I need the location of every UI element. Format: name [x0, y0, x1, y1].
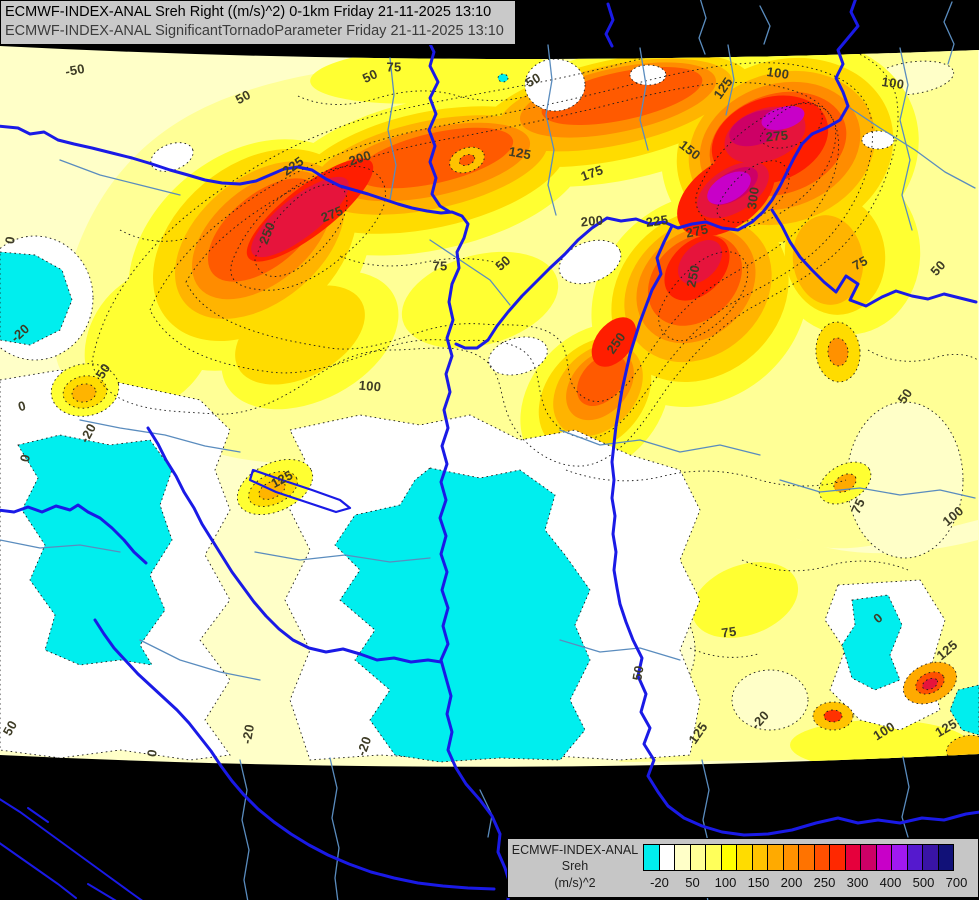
river-drava — [146, 426, 443, 664]
colorbar-tick-label: 150 — [747, 875, 770, 890]
colorbar-cell — [689, 844, 706, 871]
colorbar-cell — [751, 844, 768, 871]
colorbar-tick-label: -20 — [650, 875, 669, 890]
colorbar-tick-label: 700 — [945, 875, 968, 890]
colorbar-cell — [891, 844, 908, 871]
river-sava — [93, 618, 496, 891]
colorbar-cell — [844, 844, 861, 871]
colorbar-cell — [937, 844, 954, 871]
colorbar-cell — [875, 844, 892, 871]
colorbar-cell — [922, 844, 939, 871]
colorbar-cell — [906, 844, 923, 871]
colorbar-cell — [860, 844, 877, 871]
colorbar-cell — [767, 844, 784, 871]
colorbar-cell — [658, 844, 675, 871]
legend-title-line2: Sreh — [561, 859, 589, 874]
river-danube — [0, 124, 512, 900]
river-tisza-south — [610, 224, 979, 837]
legend-title-line1: ECMWF-INDEX-ANAL — [511, 843, 639, 857]
colorbar-tick-label: 400 — [879, 875, 902, 890]
fill-cyan-regions — [0, 73, 979, 763]
colorbar-tick-label: 200 — [780, 875, 803, 890]
title-line-2: ECMWF-INDEX-ANAL SignificantTornadoParam… — [5, 23, 504, 40]
colorbar-cell — [736, 844, 753, 871]
title-line-1: ECMWF-INDEX-ANAL Sreh Right ((m/s)^2) 0-… — [5, 4, 492, 20]
colorbar-cell — [674, 844, 691, 871]
lake-balaton — [248, 468, 352, 514]
colorbar-cell — [829, 844, 846, 871]
river-stub-north — [604, 2, 615, 48]
river-east-branch — [770, 208, 978, 308]
colorbar-tick-label: 100 — [714, 875, 737, 890]
colorbar-tick-label: 250 — [813, 875, 836, 890]
title-bar: ECMWF-INDEX-ANAL Sreh Right ((m/s)^2) 0-… — [0, 0, 516, 46]
colorbar-cell — [798, 844, 815, 871]
legend-title: ECMWF-INDEX-ANAL Sreh (m/s)^2 — [508, 842, 642, 891]
colorbar-cell — [813, 844, 830, 871]
river-mura — [0, 503, 148, 565]
colorbar-cell — [782, 844, 799, 871]
fill-level-400 — [707, 105, 805, 205]
colorbar — [643, 844, 954, 871]
river-vah — [425, 36, 452, 214]
colorbar-ticks: -20 50 100 150 200 250 300 400 500 700 — [643, 875, 973, 893]
coastline-layer — [0, 798, 143, 900]
colorbar-cell — [643, 844, 660, 871]
legend-panel: ECMWF-INDEX-ANAL Sreh (m/s)^2 -20 50 100 15… — [507, 838, 979, 898]
river-tisza-upper — [454, 0, 860, 350]
colorbar-tick-label: 500 — [912, 875, 935, 890]
colorbar-cell — [705, 844, 722, 871]
colorbar-tick-label: 300 — [846, 875, 869, 890]
colorbar-tick-label: 50 — [685, 875, 700, 890]
legend-title-line3: (m/s)^2 — [554, 875, 596, 890]
colorbar-cell — [720, 844, 737, 871]
contour-line-layer — [91, 46, 979, 658]
